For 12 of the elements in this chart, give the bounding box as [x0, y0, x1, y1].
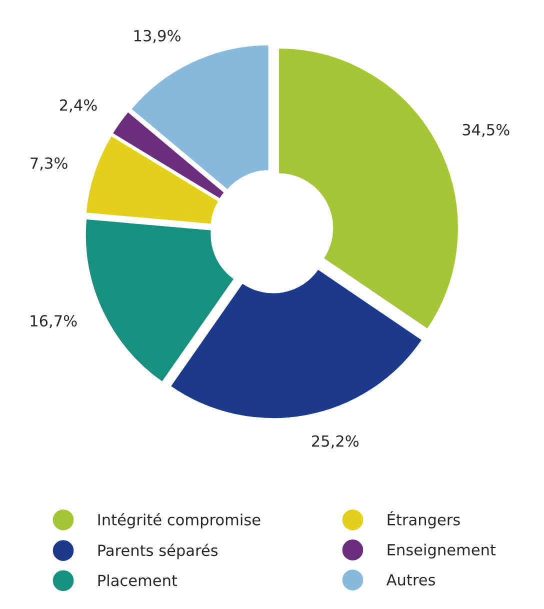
- legend-label: Étrangers: [388, 511, 460, 528]
- legend-label: Autres: [386, 574, 435, 586]
- data-label: 7,3%: [30, 157, 68, 170]
- data-label: 2,4%: [60, 99, 97, 112]
- data-label: 13,9%: [134, 30, 180, 44]
- data-label: 25,2%: [312, 435, 359, 448]
- legend-label: Enseignement: [388, 544, 496, 558]
- legend-label: Placement: [98, 574, 178, 586]
- legend-label: Parents séparés: [98, 544, 218, 560]
- data-label: 16,7%: [30, 315, 77, 328]
- legend-label: Intégrité compromise: [98, 513, 260, 528]
- data-label: 34,5%: [462, 124, 510, 138]
